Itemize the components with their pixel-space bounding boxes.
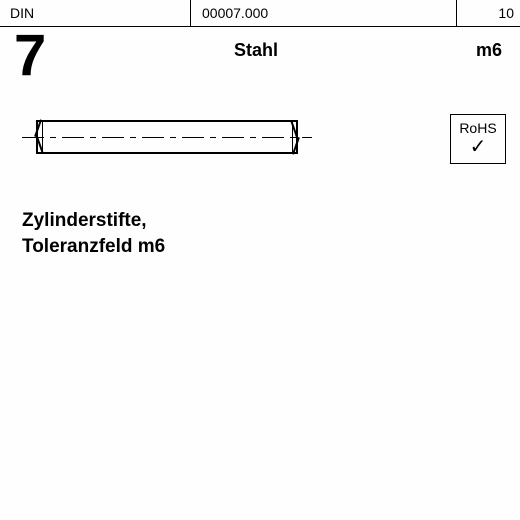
pin-centerline-dash <box>130 137 136 138</box>
pin-drawing <box>22 120 312 154</box>
pin-centerline-dash <box>142 137 164 138</box>
pin-centerline-dash <box>102 137 124 138</box>
pin-centerline-dash <box>22 137 44 138</box>
pin-centerline-dash <box>170 137 176 138</box>
pin-centerline-dash <box>290 137 296 138</box>
pin-centerline-dash <box>222 137 244 138</box>
spec-sheet: DIN 00007.000 10 7 Stahl m6 RoHS ✓ Zylin… <box>0 0 520 520</box>
rohs-label: RoHS <box>451 121 505 135</box>
titlebar-divider-1 <box>190 0 191 26</box>
material-label: Stahl <box>234 40 278 61</box>
pin-centerline-dash <box>250 137 256 138</box>
titlebar: DIN 00007.000 10 <box>0 0 520 27</box>
pin-centerline-dash <box>182 137 204 138</box>
pin-centerline-dash <box>262 137 284 138</box>
titlebar-divider-2 <box>456 0 457 26</box>
pin-centerline-dash <box>50 137 56 138</box>
titlebar-right: 10 <box>460 0 520 26</box>
titlebar-mid: 00007.000 <box>196 0 274 26</box>
rohs-check-icon: ✓ <box>451 137 505 157</box>
tolerance-label: m6 <box>476 40 502 61</box>
pin-centerline-dash <box>90 137 96 138</box>
pin-centerline-dash <box>302 137 312 138</box>
rohs-badge: RoHS ✓ <box>450 114 506 164</box>
pin-centerline-dash <box>62 137 84 138</box>
pin-centerline-dash <box>210 137 216 138</box>
description-line-1: Zylinderstifte, <box>22 210 147 232</box>
standard-number: 7 <box>14 22 46 89</box>
description-line-2: Toleranzfeld m6 <box>22 236 165 258</box>
